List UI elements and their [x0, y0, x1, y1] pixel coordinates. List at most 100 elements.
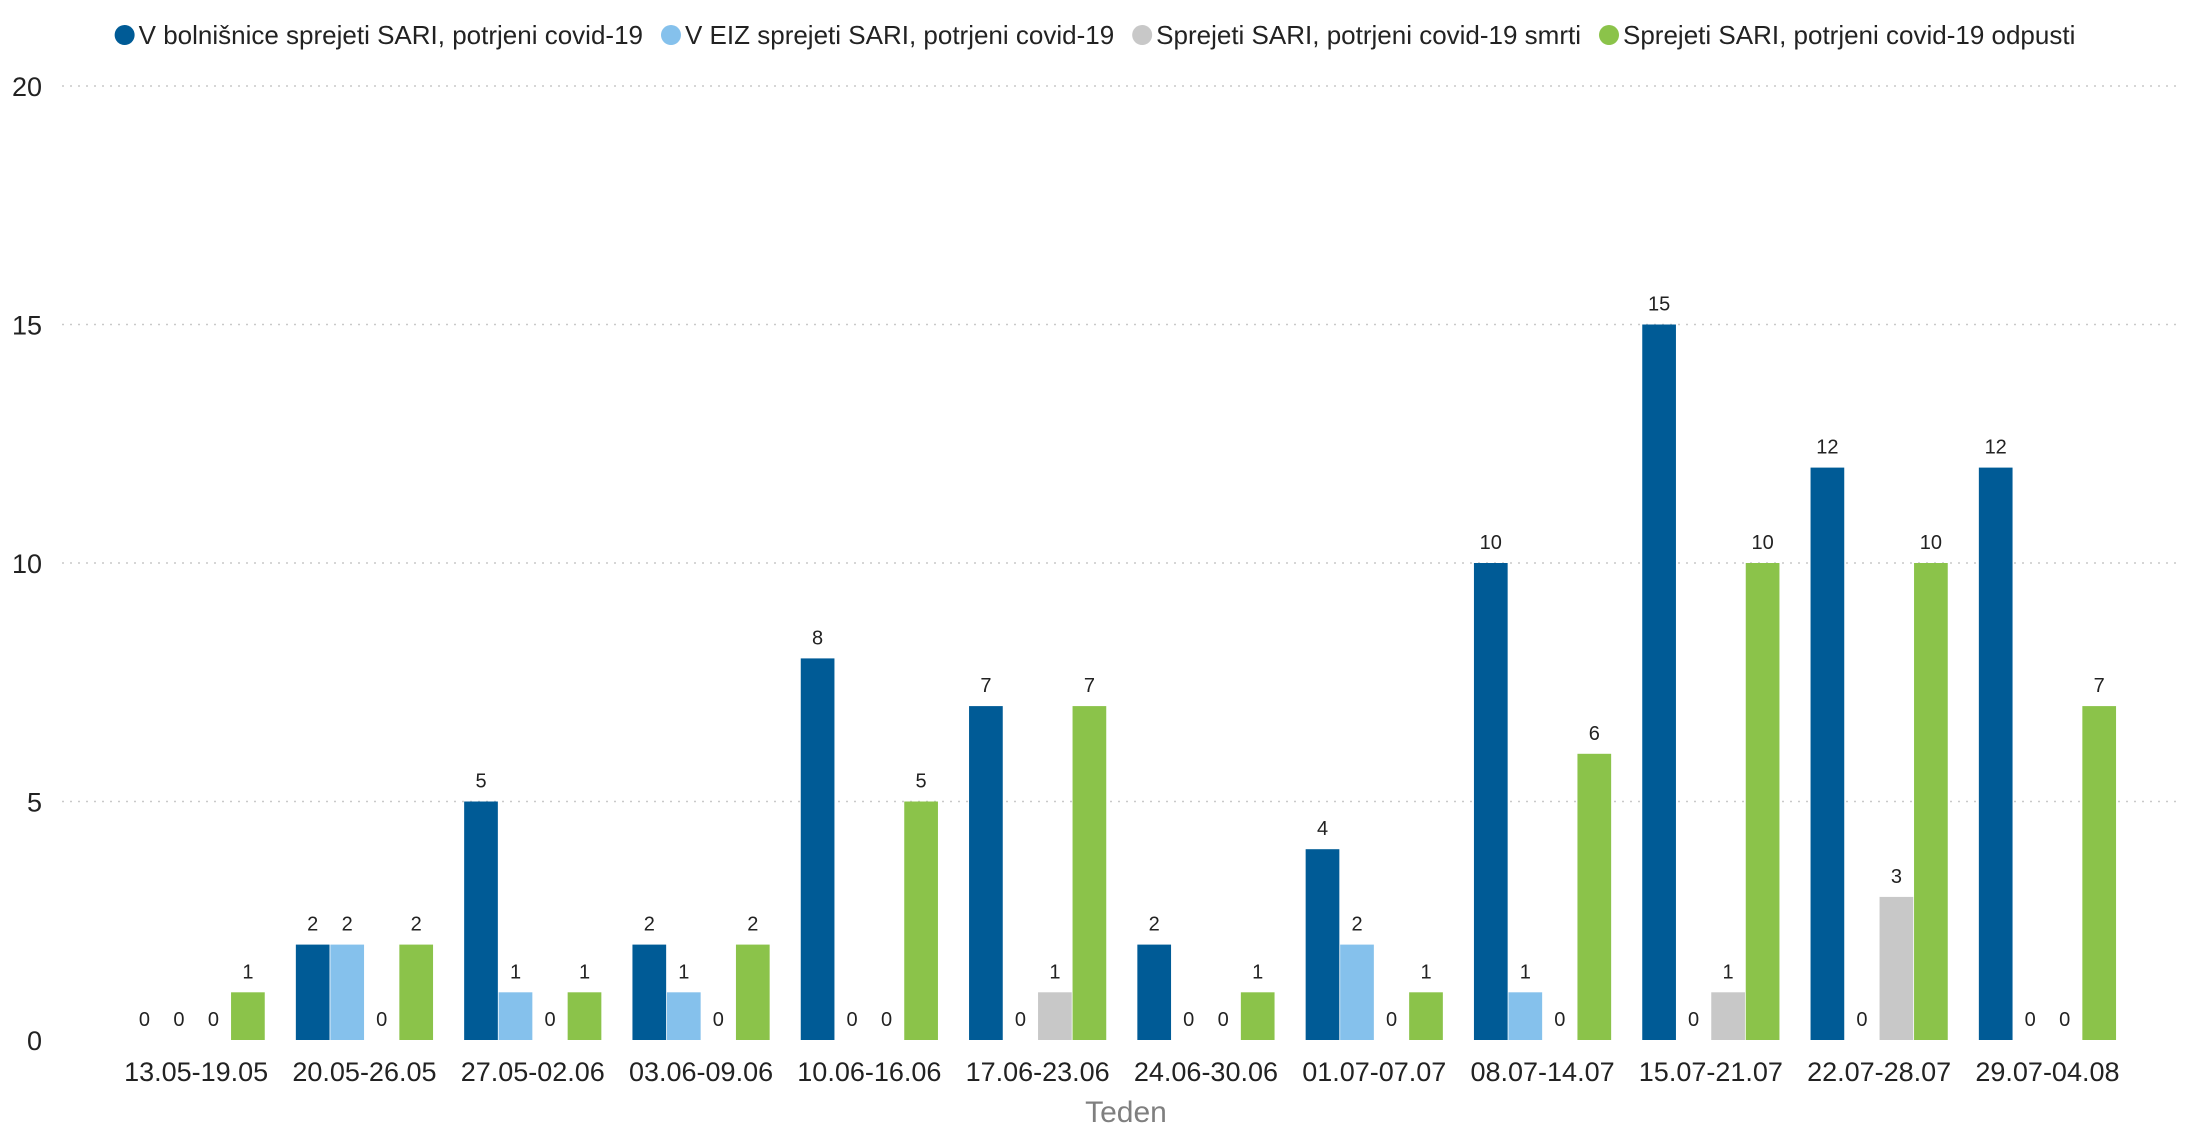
bar: [1072, 706, 1107, 1040]
bar: [498, 992, 533, 1040]
bar: [666, 992, 701, 1040]
bar: [1137, 944, 1172, 1040]
y-tick-label: 20: [12, 72, 42, 102]
data-label: 0: [1015, 1009, 1026, 1031]
bar: [1240, 992, 1275, 1040]
data-label: 5: [475, 771, 486, 793]
bar: [1038, 992, 1072, 1040]
data-label: 2: [1149, 914, 1160, 936]
data-label: 8: [812, 627, 823, 649]
x-axis-ticks: 13.05-19.05 20.05-26.05 27.05-02.06 03.06-0…: [124, 1057, 2119, 1087]
data-label: 7: [980, 675, 991, 697]
legend-label: V bolnišnice sprejeti SARI, potrjeni cov…: [139, 20, 643, 50]
data-label: 0: [173, 1009, 184, 1031]
bar: [904, 801, 938, 1040]
data-label: 2: [307, 914, 318, 936]
data-label: 1: [1420, 961, 1431, 983]
legend-item: Sprejeti SARI, potrjeni covid-19 smrti: [1132, 20, 1581, 50]
data-label: 0: [208, 1009, 219, 1031]
x-tick-label: 03.06-09.06: [629, 1057, 773, 1087]
bar: [1978, 467, 2013, 1041]
bar: [1508, 992, 1543, 1040]
bar: [231, 992, 265, 1040]
legend-marker: [1599, 25, 1620, 45]
data-label: 10: [1920, 532, 1942, 554]
bar: [1473, 563, 1508, 1040]
data-label: 1: [1252, 961, 1263, 983]
bar: [632, 944, 667, 1040]
data-label: 12: [1985, 437, 2007, 459]
bar: [1810, 467, 1845, 1041]
bar: [800, 658, 835, 1040]
data-label: 0: [376, 1009, 387, 1031]
legend-label: Sprejeti SARI, potrjeni covid-19 smrti: [1156, 20, 1581, 50]
data-label: 10: [1480, 532, 1502, 554]
bar: [399, 944, 434, 1040]
data-label: 0: [1218, 1009, 1229, 1031]
data-label: 7: [1084, 675, 1095, 697]
data-label: 0: [1688, 1009, 1699, 1031]
data-label: 5: [916, 771, 927, 793]
data-label: 4: [1317, 818, 1328, 840]
bar: [1711, 992, 1745, 1040]
legend-marker: [114, 25, 135, 45]
bar: [1577, 753, 1612, 1040]
data-label: 2: [1351, 914, 1362, 936]
data-label: 1: [242, 961, 253, 983]
legend-item: V EIZ sprejeti SARI, potrjeni covid-19: [660, 20, 1114, 50]
bar: [1642, 324, 1676, 1040]
bar: [330, 944, 365, 1040]
data-label: 2: [411, 914, 422, 936]
data-label: 2: [747, 914, 758, 936]
data-label: 6: [1589, 723, 1600, 745]
x-tick-label: 08.07-14.07: [1470, 1057, 1614, 1087]
legend-item: Sprejeti SARI, potrjeni covid-19 odpusti: [1599, 20, 2075, 50]
data-label: 0: [713, 1009, 724, 1031]
bar: [1409, 992, 1443, 1040]
x-tick-label: 01.07-07.07: [1302, 1057, 1446, 1087]
data-label: 12: [1816, 437, 1838, 459]
legend-marker: [660, 25, 681, 45]
bar: [1745, 563, 1780, 1040]
bar: [2082, 706, 2117, 1040]
data-label: 3: [1891, 866, 1902, 888]
data-label: 0: [847, 1009, 858, 1031]
legend-marker: [1132, 25, 1153, 45]
x-tick-label: 17.06-23.06: [966, 1057, 1110, 1087]
data-label: 0: [544, 1009, 555, 1031]
y-tick-label: 5: [27, 788, 42, 818]
data-label: 2: [644, 914, 655, 936]
data-label: 0: [1183, 1009, 1194, 1031]
y-tick-label: 15: [12, 311, 42, 341]
data-label: 0: [1554, 1009, 1565, 1031]
y-tick-label: 0: [27, 1026, 42, 1056]
gridlines: [62, 85, 2180, 803]
legend: V bolnišnice sprejeti SARI, potrjeni cov…: [114, 20, 2075, 50]
y-axis-ticks: 0 5 10 15 20: [12, 72, 42, 1056]
x-tick-label: 27.05-02.06: [461, 1057, 605, 1087]
bar: [567, 992, 602, 1040]
data-label: 2: [342, 914, 353, 936]
legend-label: Sprejeti SARI, potrjeni covid-19 odpusti: [1623, 20, 2075, 50]
data-label: 0: [2059, 1009, 2070, 1031]
y-tick-label: 10: [12, 549, 42, 579]
data-label: 1: [510, 961, 521, 983]
x-tick-label: 29.07-04.08: [1975, 1057, 2119, 1087]
x-tick-label: 20.05-26.05: [292, 1057, 436, 1087]
x-tick-label: 13.05-19.05: [124, 1057, 268, 1087]
x-tick-label: 22.07-28.07: [1807, 1057, 1951, 1087]
data-label: 1: [678, 961, 689, 983]
data-label: 1: [1049, 961, 1060, 983]
data-label: 0: [881, 1009, 892, 1031]
data-label: 7: [2094, 675, 2105, 697]
bar: [1914, 563, 1948, 1040]
data-label: 1: [1723, 961, 1734, 983]
data-label: 1: [579, 961, 590, 983]
bar: [1879, 896, 1914, 1040]
x-tick-label: 15.07-21.07: [1639, 1057, 1783, 1087]
data-label: 0: [1856, 1009, 1867, 1031]
data-label: 10: [1751, 532, 1773, 554]
x-tick-label: 10.06-16.06: [797, 1057, 941, 1087]
